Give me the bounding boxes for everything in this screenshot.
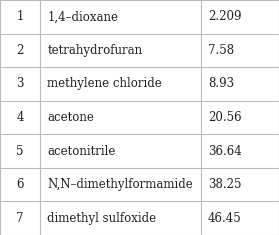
Text: 2.209: 2.209 xyxy=(208,10,241,23)
Text: 7.58: 7.58 xyxy=(208,44,234,57)
Text: 8.93: 8.93 xyxy=(208,77,234,90)
Text: acetonitrile: acetonitrile xyxy=(47,145,116,158)
Text: 5: 5 xyxy=(16,145,24,158)
Text: 2: 2 xyxy=(16,44,24,57)
Text: N,N–dimethylformamide: N,N–dimethylformamide xyxy=(47,178,193,191)
Text: 20.56: 20.56 xyxy=(208,111,242,124)
Text: 6: 6 xyxy=(16,178,24,191)
Text: 36.64: 36.64 xyxy=(208,145,242,158)
Text: 3: 3 xyxy=(16,77,24,90)
Text: 1: 1 xyxy=(16,10,24,23)
Text: 7: 7 xyxy=(16,212,24,225)
Text: 38.25: 38.25 xyxy=(208,178,241,191)
Text: 46.45: 46.45 xyxy=(208,212,242,225)
Text: 1,4–dioxane: 1,4–dioxane xyxy=(47,10,118,23)
Text: 4: 4 xyxy=(16,111,24,124)
Text: methylene chloride: methylene chloride xyxy=(47,77,162,90)
Text: tetrahydrofuran: tetrahydrofuran xyxy=(47,44,143,57)
Text: acetone: acetone xyxy=(47,111,94,124)
Text: dimethyl sulfoxide: dimethyl sulfoxide xyxy=(47,212,157,225)
